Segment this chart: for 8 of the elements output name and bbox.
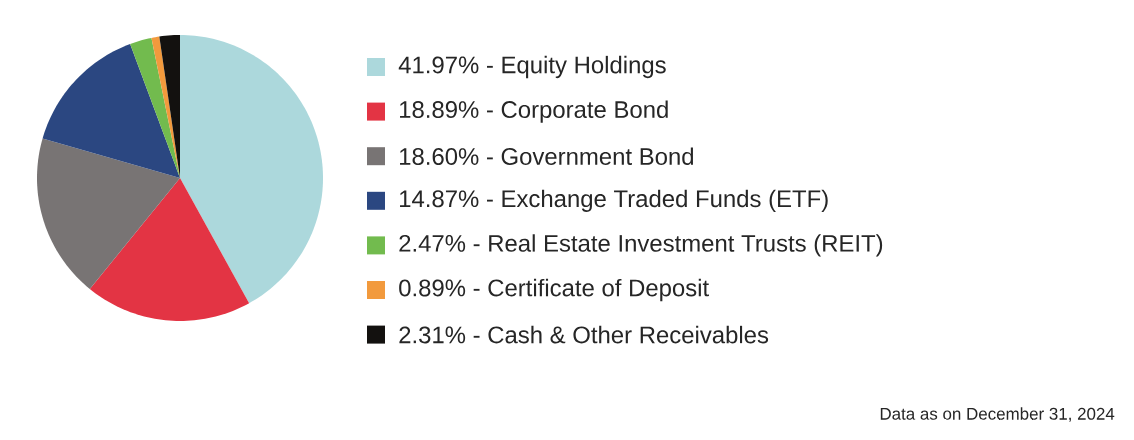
- legend-label: 14.87% - Exchange Traded Funds (ETF): [400, 189, 828, 212]
- legend-label: 41.97% - Equity Holdings: [398, 55, 666, 79]
- legend-label: 2.47% - Real Estate Investment Trusts (REIT): [399, 234, 883, 257]
- legend-label: 0.89% - Certificate of Deposit: [399, 278, 709, 302]
- legend-label: 18.60% - Government Bond: [400, 147, 694, 165]
- text: Data as on December 31, 2024: [880, 407, 1115, 422]
- legend-label: 2.31% - Cash & Other Receivables: [399, 325, 769, 344]
- legend-label: 18.89% - Corporate Bond: [400, 100, 668, 123]
